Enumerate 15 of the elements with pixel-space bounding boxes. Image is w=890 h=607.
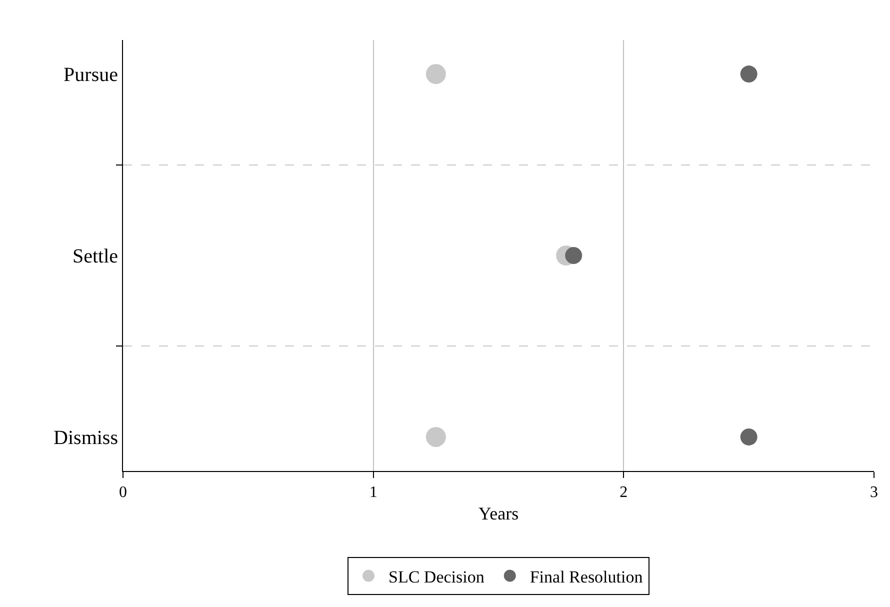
legend-label: SLC Decision xyxy=(388,567,485,586)
x-tick-label: 1 xyxy=(369,484,378,502)
x-tick-label: 2 xyxy=(620,484,628,502)
legend-label: Final Resolution xyxy=(530,567,644,586)
y-tick-label: Pursue xyxy=(64,64,118,86)
x-axis-title: Years xyxy=(478,503,519,524)
x-tick-label: 0 xyxy=(119,484,127,502)
point xyxy=(740,428,758,446)
y-tick-label: Settle xyxy=(72,246,118,268)
point xyxy=(565,247,582,264)
point xyxy=(426,64,446,84)
x-tick-label: 3 xyxy=(870,484,878,502)
point xyxy=(740,66,758,83)
y-tick-label: Dismiss xyxy=(54,426,118,449)
point xyxy=(426,426,446,447)
